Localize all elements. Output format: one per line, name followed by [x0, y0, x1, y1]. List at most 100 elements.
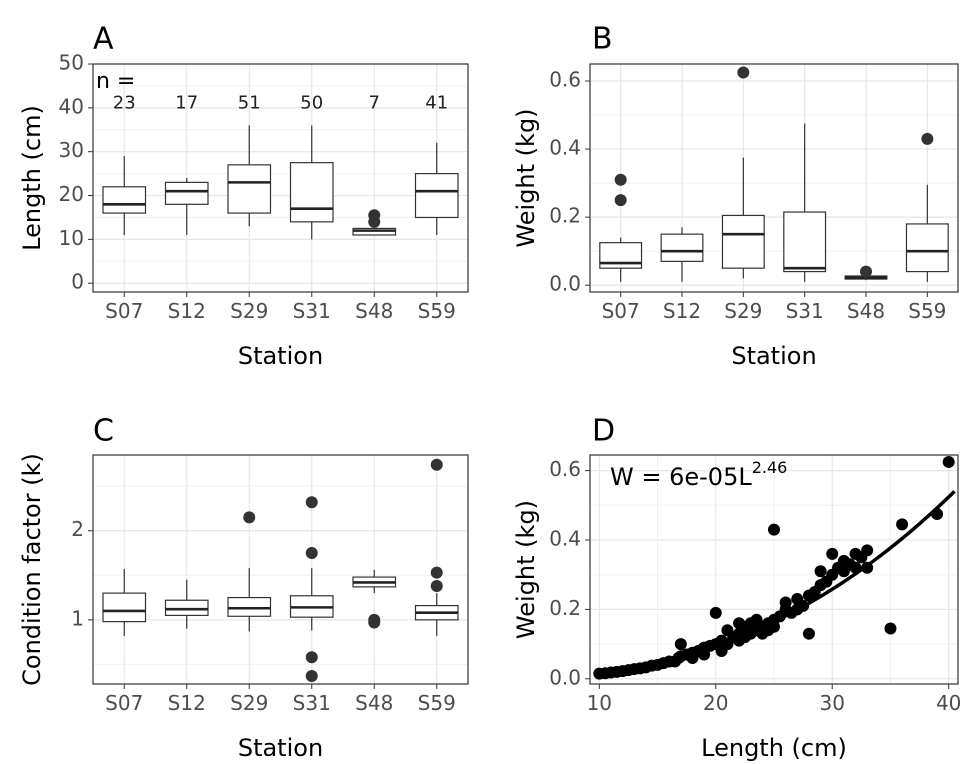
box-iqr: [783, 211, 827, 273]
scatter-point: [674, 638, 687, 651]
tick-label-y: 0.2: [549, 204, 581, 228]
box-iqr: [102, 592, 147, 623]
scatter-point: [709, 606, 722, 619]
tick-label-x: S31: [786, 299, 824, 323]
outlier-point: [860, 265, 872, 278]
box-iqr: [102, 186, 147, 214]
n-label: n =: [96, 69, 135, 94]
tick-label-x: S12: [168, 691, 206, 715]
tick-label-x: S48: [355, 691, 393, 715]
tick-label-x: S12: [663, 299, 701, 323]
panel-border: [589, 63, 959, 293]
count-label: 51: [238, 92, 261, 113]
box-iqr: [289, 162, 334, 223]
scatter-point: [768, 523, 780, 536]
tick-label-x: S31: [293, 299, 331, 323]
tick-label-y: 0.0: [549, 665, 581, 689]
panel-c: C 1 2 S07 S12 S29 S31 S48 S59 Station Condition fa…: [18, 414, 469, 762]
tick-label-y: 30: [59, 138, 84, 162]
x-axis-title: Length (cm): [701, 734, 847, 762]
outlier-point: [737, 66, 750, 79]
box-s07: [102, 569, 147, 636]
tick-label-y: 10: [59, 226, 84, 250]
box-s59: [905, 132, 949, 282]
tick-label-x: 10: [587, 691, 612, 715]
tick-label-y: 20: [59, 182, 84, 206]
outlier-point: [921, 132, 934, 145]
tick-label-x: S12: [168, 299, 206, 323]
box-iqr: [164, 181, 209, 205]
scatter-point: [779, 596, 792, 609]
tick-label-x: S48: [355, 299, 393, 323]
x-axis-title: Station: [238, 342, 323, 370]
tick-label-y: 0.2: [549, 596, 581, 620]
box-s59: [414, 458, 459, 636]
outlier-point: [430, 579, 443, 592]
tick-label-x: S07: [602, 299, 640, 323]
fit-curve: [599, 490, 956, 675]
box-iqr: [721, 214, 765, 269]
panel-letter: A: [93, 22, 114, 57]
scatter-point: [942, 455, 955, 468]
box-iqr: [414, 173, 459, 219]
count-label: 23: [113, 92, 136, 113]
box-iqr: [227, 596, 272, 617]
panel-letter: B: [592, 22, 613, 57]
panel-a: A 0 10 20 30 40 50 S07 S12 S29 S31 S48 S59 n =23 17 51 5…: [18, 22, 469, 370]
panel-border: [92, 454, 469, 685]
tick-label-y: 0.0: [549, 272, 581, 296]
scatter-point: [826, 547, 839, 560]
box-s12: [164, 579, 209, 629]
formula-exponent: 2.46: [752, 458, 788, 477]
box-s48: [844, 265, 888, 281]
y-axis-title: Weight (kg): [512, 108, 540, 247]
box-iqr: [660, 233, 704, 262]
tick-label-y: 0.4: [549, 527, 581, 551]
panel-d: D 0.0 0.2 0.4 0.6 10 20 30 40 W = 6e-05L2.46 Lengt…: [512, 414, 961, 763]
tick-label-x: S31: [293, 691, 331, 715]
tick-label-y: 0.6: [549, 457, 581, 481]
box-s29: [227, 511, 272, 632]
tick-label-x: S59: [418, 691, 456, 715]
tick-label-x: 20: [703, 691, 728, 715]
y-axis-title: Condition factor (k): [18, 453, 46, 686]
outlier-point: [430, 458, 443, 471]
tick-label-x: 40: [936, 691, 961, 715]
tick-label-x: S59: [908, 299, 946, 323]
scatter-point: [884, 622, 897, 635]
tick-label-y: 0: [71, 270, 84, 294]
panel-border: [92, 63, 469, 293]
tick-label-x: S29: [230, 299, 268, 323]
outlier-point: [614, 173, 627, 186]
box-s29: [721, 66, 765, 279]
box-s31: [783, 123, 827, 282]
tick-label-x: S59: [418, 299, 456, 323]
outlier-point: [305, 496, 318, 509]
box-s59: [414, 142, 459, 235]
plot-background: [93, 455, 468, 684]
outlier-point: [243, 511, 256, 524]
outlier-point: [430, 566, 443, 579]
count-label: 41: [425, 92, 448, 113]
box-iqr: [164, 599, 209, 616]
count-label: 50: [300, 92, 323, 113]
tick-label-x: S48: [847, 299, 885, 323]
tick-label-x: S29: [230, 691, 268, 715]
tick-label-x: S07: [105, 299, 143, 323]
tick-label-y: 1: [71, 606, 84, 630]
outlier-point: [305, 547, 318, 560]
scatter-point: [814, 565, 827, 578]
tick-label-y: 40: [59, 94, 84, 118]
box-iqr: [227, 164, 272, 214]
y-axis-title: Length (cm): [18, 105, 46, 251]
count-label: 7: [369, 92, 380, 113]
box-s12: [164, 178, 209, 235]
box-iqr: [905, 223, 949, 273]
count-label: 17: [175, 92, 198, 113]
box-s07: [599, 173, 643, 282]
panel-letter: C: [93, 414, 114, 449]
tick-label-x: S29: [724, 299, 762, 323]
box-s48: [352, 209, 397, 236]
outlier-point: [368, 613, 381, 626]
